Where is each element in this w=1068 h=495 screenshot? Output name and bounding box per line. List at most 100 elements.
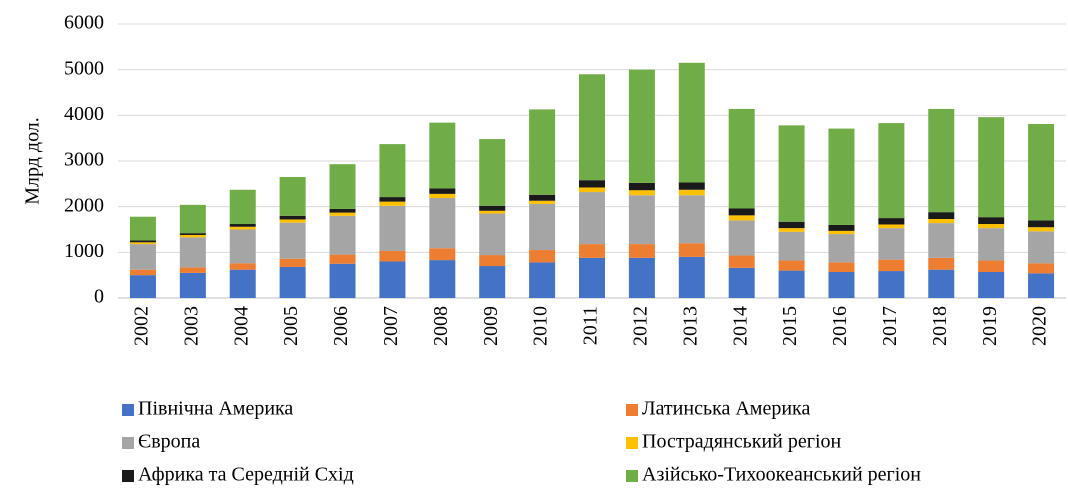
bar-segment [379,197,406,202]
bar-segment [479,266,506,298]
bar-segment [728,255,755,268]
x-tick-label: 2007 [380,306,402,346]
bar-segment [628,182,655,191]
bar-segment [579,74,605,181]
bar-segment [628,257,655,298]
bar-segment [828,224,855,231]
bar-segment [628,69,655,183]
bar-segment [379,261,406,298]
bar-segment [329,263,356,298]
bar-segment [229,224,256,227]
bar-segment [678,195,705,244]
legend-swatch [122,437,134,449]
bar-segment [828,271,855,298]
bar-segment [229,189,256,225]
y-tick-label: 2000 [64,194,104,216]
bar-segment [678,256,705,298]
bar-segment [279,258,306,267]
bar-segment [579,192,605,245]
legend-label: Північна Америка [138,398,293,420]
bar-segment [579,187,605,193]
legend-swatch [626,404,638,416]
bar-segment [978,224,1005,229]
y-tick-label: 6000 [64,12,104,34]
y-tick-label: 5000 [64,57,104,79]
x-tick-label: 2013 [679,306,701,346]
bar-segment [978,260,1005,272]
x-tick-label: 2009 [480,306,502,346]
bar-segment [379,250,406,262]
bar-segment [129,240,156,243]
bar-segment [279,219,306,223]
x-tick-label: 2004 [230,306,252,346]
x-tick-label: 2018 [929,306,951,346]
bar-segment [379,144,406,198]
legend-label: Пострадянський регіон [642,431,842,453]
bar-segment [1028,227,1055,232]
bar-segment [479,213,506,256]
bar-segment [329,164,356,209]
bar-segment [479,210,506,214]
bar-segment [978,228,1005,261]
legend-swatch [122,404,134,416]
x-tick-label: 2010 [530,306,552,346]
bar-segment [479,205,506,211]
bar-segment [678,62,705,183]
bar-segment [179,233,206,235]
bar-segment [628,190,655,196]
bar-segment [728,267,755,298]
bar-segment [878,218,905,225]
bar-segment [878,228,905,260]
y-tick-label: 1000 [64,240,104,262]
x-tick-label: 2006 [330,306,352,346]
bar-segment [1028,263,1055,274]
bar-segment [579,244,605,258]
bar-segment [129,216,156,241]
bar-segment [678,189,705,196]
bar-segment [279,222,306,259]
bar-segment [778,260,805,271]
bar-segment [928,108,955,213]
x-tick-label: 2020 [1029,306,1051,346]
x-tick-label: 2005 [280,306,302,346]
x-tick-label: 2011 [580,306,602,345]
bar-segment [579,180,605,188]
bar-segment [928,223,955,258]
bar-segment [429,193,456,198]
legend-swatch [626,437,638,449]
bar-segment [1028,231,1055,264]
bar-segment [878,123,905,219]
x-tick-label: 2012 [629,306,651,346]
bar-segment [129,275,156,298]
bar-segment [778,125,805,222]
bar-segment [379,205,406,251]
bar-segment [778,221,805,229]
bar-segment [678,182,705,190]
bar-segment [129,244,156,270]
bar-segment [628,244,655,258]
bar-segment [928,212,955,219]
bar-segment [978,217,1005,225]
bar-segment [778,231,805,261]
bar-segment [778,228,805,232]
x-tick-label: 2016 [829,306,851,346]
bar-segment [479,255,506,267]
bar-segment [928,218,955,224]
bar-segment [229,229,256,264]
bar-segment [279,176,306,216]
bar-segment [678,243,705,257]
x-tick-label: 2002 [131,306,153,346]
y-tick-label: 3000 [64,149,104,171]
bar-segment [429,197,456,249]
x-tick-label: 2014 [729,306,751,346]
bar-segment [129,242,156,245]
bar-segment [1028,220,1055,228]
bar-segment [579,257,605,298]
bar-segment [828,262,855,272]
bar-segment [279,266,306,298]
legend-label: Європа [138,431,200,453]
bar-segment [179,204,206,234]
bar-segment [179,237,206,268]
bar-segment [529,262,556,298]
